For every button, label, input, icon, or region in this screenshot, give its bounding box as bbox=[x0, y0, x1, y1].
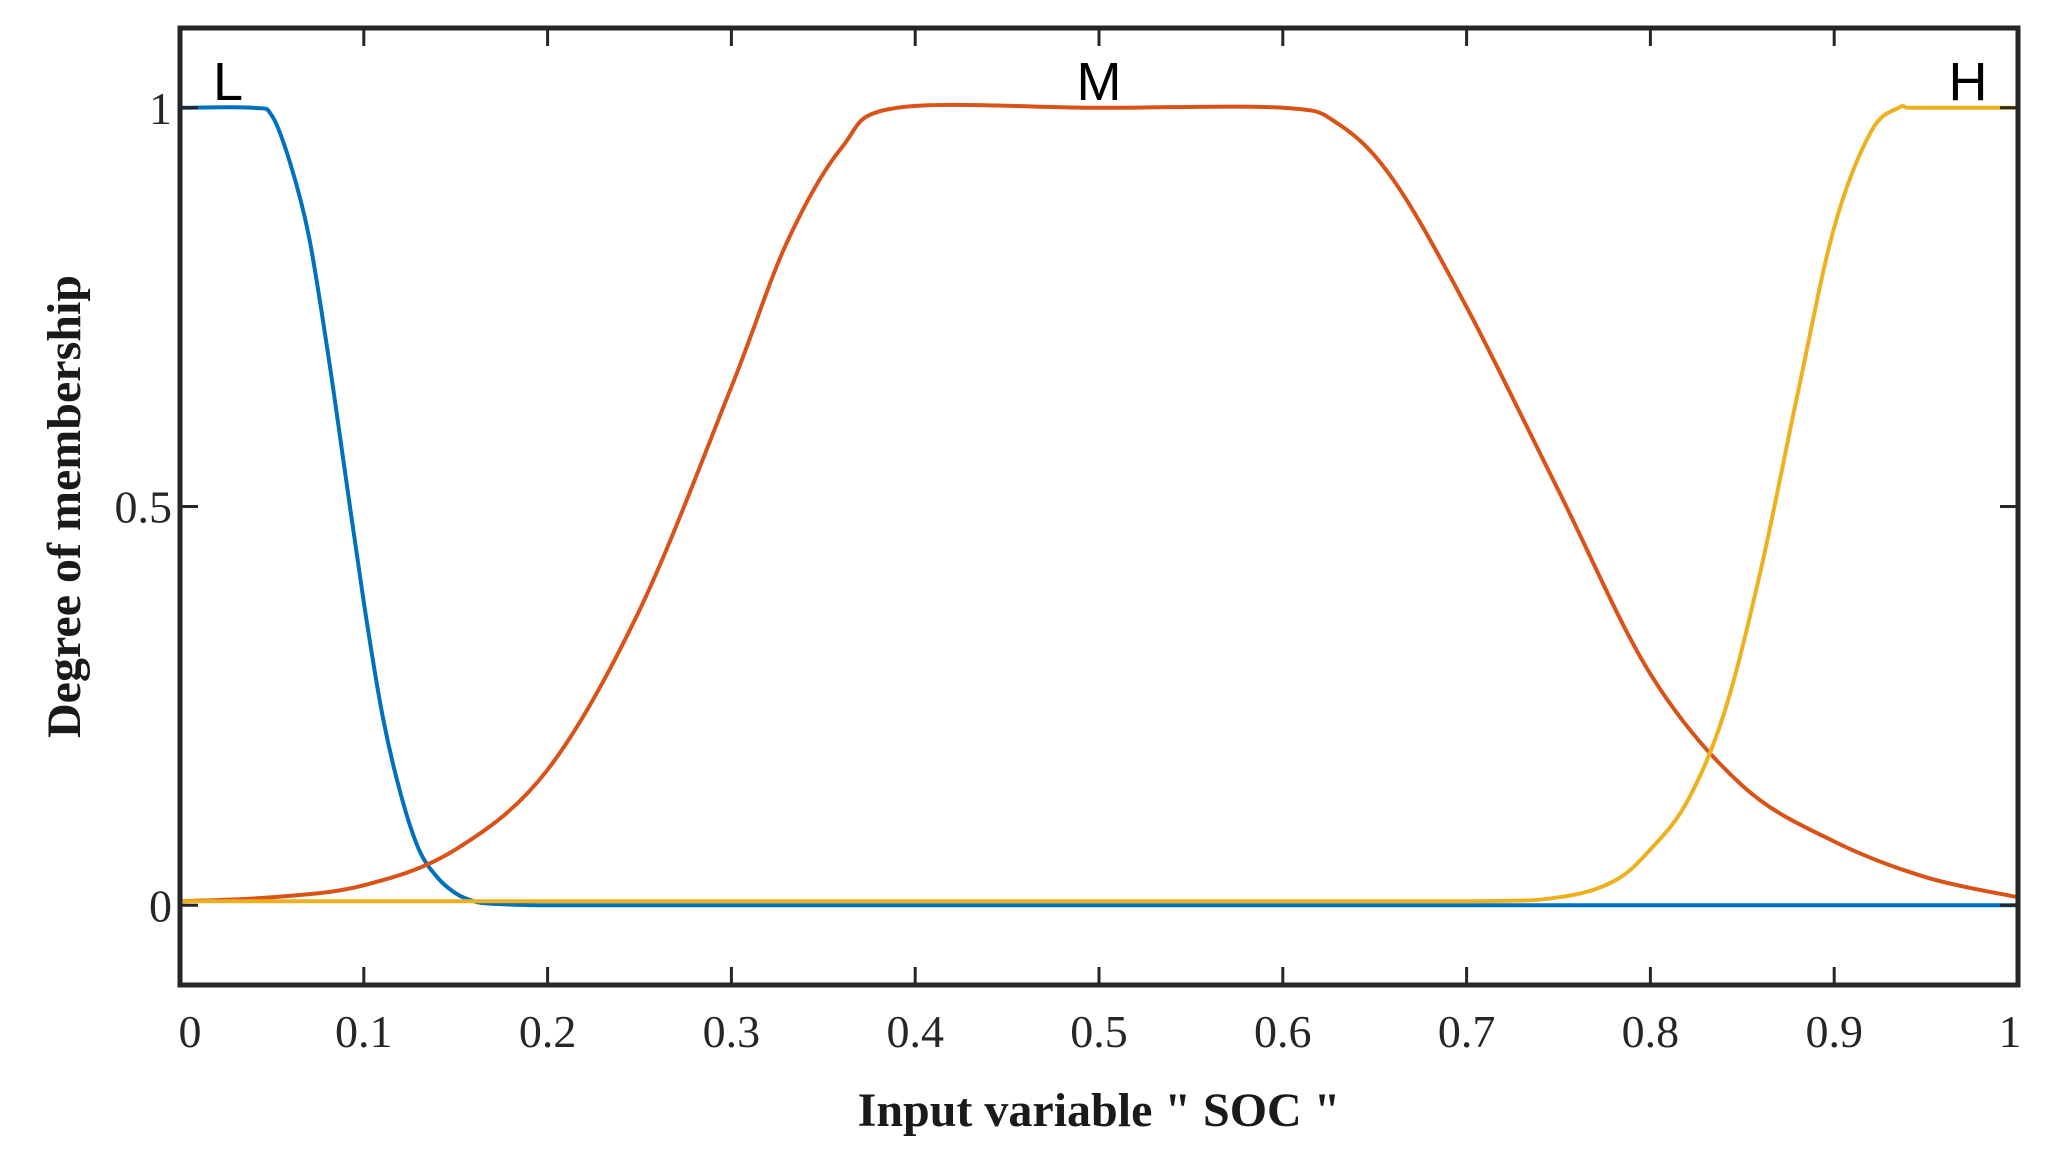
x-axis-label: Input variable " SOC " bbox=[858, 1084, 1341, 1137]
y-tick-label: 1 bbox=[149, 83, 172, 134]
series-layer bbox=[178, 102, 2020, 908]
x-tick-labels: 0 0.1 0.2 0.3 0.4 0.5 0.6 0.7 0.8 0.9 1 bbox=[179, 1006, 2022, 1057]
y-tick-label: 0 bbox=[149, 880, 172, 931]
series-line-h bbox=[178, 104, 2020, 904]
x-tick-label: 0.8 bbox=[1622, 1006, 1680, 1057]
x-tick-label: 0.1 bbox=[335, 1006, 393, 1057]
series-tag-h: H bbox=[1949, 52, 1988, 112]
x-tick-label: 1 bbox=[1999, 1006, 2022, 1057]
x-tick-label: 0.2 bbox=[519, 1006, 577, 1057]
ticks-layer bbox=[178, 28, 2020, 985]
x-tick-label: 0.3 bbox=[703, 1006, 761, 1057]
y-tick-labels: 00.51 bbox=[115, 83, 173, 932]
x-tick-label: 0.9 bbox=[1805, 1006, 1863, 1057]
x-tick-label: 0.7 bbox=[1438, 1006, 1496, 1057]
y-tick-label: 0.5 bbox=[115, 482, 173, 533]
series-tag-l: L bbox=[213, 52, 243, 112]
x-tick-label: 0.5 bbox=[1070, 1006, 1128, 1057]
x-tick-label: 0.4 bbox=[886, 1006, 944, 1057]
series-line-l bbox=[178, 105, 2020, 908]
plot-area-frame bbox=[177, 25, 2021, 988]
x-tick-label: 0.6 bbox=[1254, 1006, 1312, 1057]
series-tag-m: M bbox=[1077, 52, 1122, 112]
y-axis-label: Degree of membership bbox=[38, 275, 91, 738]
x-tick-label: 0 bbox=[179, 1006, 202, 1057]
series-line-m bbox=[178, 102, 2020, 904]
